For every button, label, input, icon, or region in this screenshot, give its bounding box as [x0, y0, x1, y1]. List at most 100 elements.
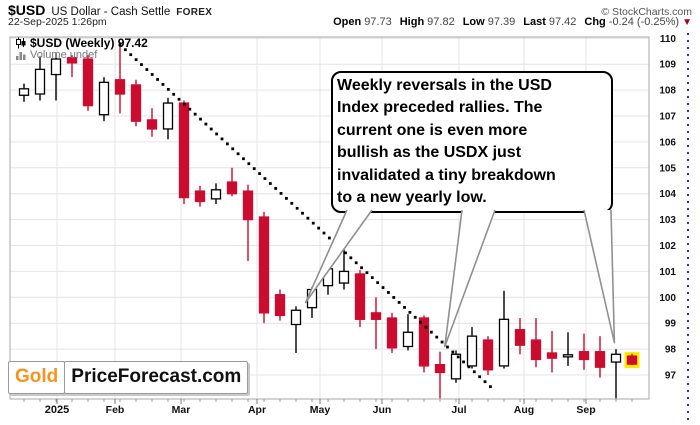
last-value: 97.42 [548, 16, 577, 28]
annotation-callout-text: Weekly reversals in the USD Index preced… [337, 77, 556, 207]
gridlines [10, 37, 649, 399]
volume-legend-text: Volume undef [30, 49, 98, 61]
low-label: Low [462, 16, 485, 28]
svg-text:98: 98 [665, 345, 677, 356]
high-value: 97.82 [427, 16, 455, 28]
candle-body [210, 189, 222, 200]
stockcharts-watermark: © StockCharts.com [601, 6, 692, 18]
logo-domain-text: PriceForecast.com [64, 361, 249, 394]
symbol-label: $USD [8, 2, 46, 18]
candle-body [594, 351, 606, 368]
chart-title-legend: $USD (Weekly) 97.42 [15, 36, 148, 50]
candle-body [194, 190, 206, 203]
svg-text:Sep: Sep [576, 404, 595, 416]
svg-text:Aug: Aug [514, 404, 534, 416]
candle-body [466, 335, 478, 367]
svg-text:109: 109 [659, 60, 676, 71]
svg-text:110: 110 [660, 34, 677, 45]
svg-text:97: 97 [665, 371, 677, 382]
candle-body [242, 190, 254, 221]
ohlc-quote: Open 97.73 High 97.82 Low 97.39 Last 97.42 Chg -0… [325, 16, 692, 28]
candle-body [514, 329, 526, 346]
candle-body [418, 317, 430, 367]
quote-row: 22-Sep-2025 1:26pm Open 97.73 High 97.82 Low… [8, 16, 692, 28]
y-axis-labels: 97 98 99 100 101 102 103 104 105 106 107 108 109 110 [659, 34, 676, 382]
candle-body [130, 84, 142, 122]
plot-border [9, 36, 650, 400]
chart-header: $USD US Dollar - Cash Settle FOREX © Sto… [8, 2, 692, 18]
candle-body [498, 318, 510, 367]
open-value: 97.73 [364, 16, 392, 28]
svg-text:Jun: Jun [373, 404, 392, 416]
svg-text:99: 99 [665, 319, 677, 330]
svg-text:103: 103 [659, 215, 676, 226]
x-axis-labels: 2025 Feb Mar Apr May Jun Jul Aug Sep [45, 404, 596, 416]
chart-title-text: $USD (Weekly) 97.42 [30, 36, 148, 50]
svg-text:107: 107 [659, 112, 676, 123]
volume-legend: Volume undef [15, 49, 97, 61]
svg-text:104: 104 [659, 189, 676, 200]
candle-body [82, 58, 94, 107]
candle-body [626, 355, 638, 365]
candle-body [226, 181, 238, 195]
annotation-callout-box [304, 71, 616, 348]
candle-body [114, 79, 126, 95]
svg-text:106: 106 [659, 137, 676, 148]
candle-body [98, 81, 110, 116]
svg-text:108: 108 [659, 86, 676, 97]
candle-body [434, 363, 446, 374]
candle-body [50, 58, 62, 76]
svg-text:May: May [310, 404, 331, 416]
high-label: High [399, 16, 425, 28]
svg-text:101: 101 [659, 267, 676, 278]
candle-body [610, 353, 622, 363]
instrument-name: US Dollar - Cash Settle [51, 6, 171, 18]
callout-tail [444, 209, 496, 348]
svg-text:Mar: Mar [172, 404, 191, 416]
svg-text:100: 100 [659, 293, 676, 304]
candle-body [34, 68, 46, 95]
candle-body [338, 270, 350, 284]
candle-body [18, 88, 30, 96]
candle-body [354, 273, 366, 320]
candle-body [66, 57, 78, 64]
candle-body [546, 352, 558, 359]
candle-body [162, 102, 174, 130]
candle-body [370, 312, 382, 320]
candle-body [562, 354, 574, 358]
exchange-label: FOREX [176, 7, 213, 18]
volume-bars-icon [16, 51, 26, 60]
low-value: 97.39 [487, 16, 516, 28]
goldpriceforecast-logo[interactable]: Gold PriceForecast.com [8, 361, 249, 394]
svg-text:Feb: Feb [106, 404, 125, 416]
logo-gold-text: Gold [8, 361, 66, 394]
last-label: Last [523, 16, 546, 28]
candlestick-icon [16, 37, 26, 49]
candle-body [402, 331, 414, 348]
candle-body [482, 339, 494, 371]
candle-body [258, 216, 270, 314]
candle-body [450, 353, 462, 380]
open-label: Open [333, 16, 362, 28]
axis-ticks [23, 399, 633, 404]
svg-text:102: 102 [659, 241, 676, 252]
chg-label: Chg [584, 16, 606, 28]
svg-text:Apr: Apr [248, 404, 266, 416]
candle-body [178, 102, 190, 199]
candle-body [578, 351, 590, 361]
candle-body [290, 309, 302, 326]
chg-value: -0.24 (-0.25%) [608, 16, 680, 28]
chart-datetime: 22-Sep-2025 1:26pm [8, 16, 107, 28]
svg-text:2025: 2025 [45, 404, 69, 416]
callout-tail [304, 209, 373, 304]
svg-text:105: 105 [659, 163, 676, 174]
candle-body [530, 339, 542, 361]
candle-body [386, 317, 398, 349]
callout-tail [583, 209, 616, 344]
candle-body [146, 119, 158, 130]
candle-body [274, 294, 286, 317]
change-down-icon: ▼ [682, 17, 692, 28]
svg-text:Jul: Jul [451, 404, 466, 416]
